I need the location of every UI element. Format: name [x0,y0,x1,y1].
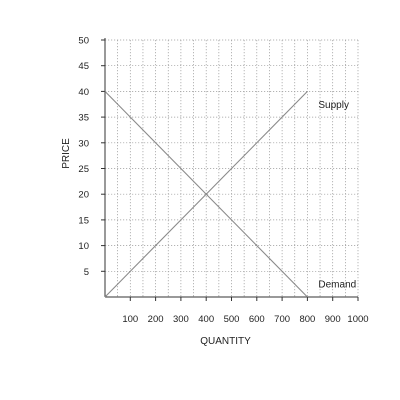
x-tick-label: 900 [325,314,341,325]
labels: QUANTITY PRICE Supply Demand [61,100,356,347]
x-tick-label: 200 [148,314,164,325]
demand-label: Demand [318,280,356,291]
grid [105,39,359,297]
x-tick-label: 700 [274,314,290,325]
x-tick-label: 1000 [347,314,368,325]
x-tick-label: 400 [198,314,214,325]
y-tick-label: 20 [78,190,89,201]
x-tick-label: 500 [224,314,240,325]
y-tick-label: 40 [78,87,89,98]
y-axis-title: PRICE [61,138,72,169]
supply-label: Supply [318,100,349,111]
y-tick-label: 45 [78,61,89,72]
axes: 5 10 15 20 25 30 35 40 45 50 100 200 300 400 500 600 700… [78,36,368,326]
x-tick-label: 100 [122,314,138,325]
y-tick-label: 25 [78,164,89,175]
x-tick-label: 800 [299,314,315,325]
y-tick-label: 10 [78,241,89,252]
series [104,91,308,298]
x-tick-label: 300 [173,314,189,325]
y-tick-label: 35 [78,113,89,124]
y-tick-label: 5 [84,267,89,278]
y-tick-label: 30 [78,138,89,149]
y-tick-label: 50 [78,36,89,47]
x-axis-title: QUANTITY [200,336,251,347]
demand-line [104,91,308,298]
x-tick-label: 600 [249,314,265,325]
y-tick-label: 15 [78,215,89,226]
